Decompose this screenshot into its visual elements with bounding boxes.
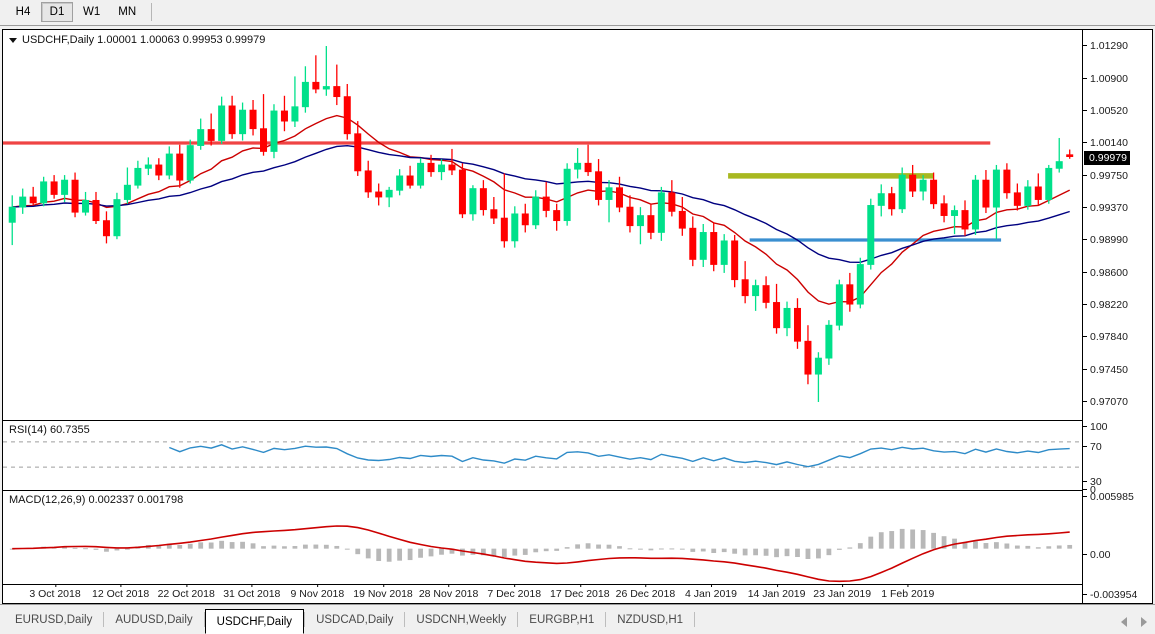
date-axis-tick: 17 Dec 2018	[550, 584, 610, 600]
chart-window[interactable]: USDCHF,Daily 1.00001 1.00063 0.99953 0.9…	[2, 29, 1153, 604]
tab-separator	[203, 612, 205, 627]
date-axis-tick: 31 Oct 2018	[223, 584, 281, 600]
price-axis[interactable]: 1.01290 1.00900 1.00520 1.00140 0.99750 0.993…	[1082, 30, 1152, 603]
toolbar-separator	[151, 3, 153, 21]
timeframe-button-mn[interactable]: MN	[118, 6, 137, 18]
date-axis-tick: 7 Dec 2018	[487, 584, 542, 600]
macd-axis-tick: -0.003954	[1083, 590, 1137, 600]
rsi-axis-tick: 30	[1083, 477, 1102, 487]
macd-axis-tick: 0.00	[1083, 550, 1110, 560]
macd-chart-canvas	[9, 525, 1073, 583]
tab-separator	[304, 612, 306, 627]
price-axis-tick: 0.97070	[1083, 397, 1128, 407]
date-axis-tick: 26 Dec 2018	[615, 584, 676, 600]
macd-axis-tick: 0.005985	[1083, 492, 1134, 502]
rsi-axis-tick: 100	[1083, 422, 1108, 432]
tab-separator	[694, 612, 696, 627]
chart-tab-usdcad[interactable]: USDCAD,Daily	[316, 613, 394, 626]
chart-tab-eurgbp[interactable]: EURGBP,H1	[529, 613, 595, 626]
price-axis-tick: 0.99750	[1083, 171, 1128, 181]
arrow-right-icon[interactable]	[1141, 617, 1147, 627]
chart-tab-eurusd[interactable]: EURUSD,Daily	[15, 613, 93, 626]
tab-navigation	[1121, 617, 1147, 627]
chart-tab-audusd[interactable]: AUDUSD,Daily	[115, 613, 193, 626]
price-pane[interactable]: USDCHF,Daily 1.00001 1.00063 0.99953 0.9…	[3, 30, 1082, 418]
rsi-chart-canvas	[3, 441, 1082, 468]
timeframe-button-d1[interactable]: D1	[41, 2, 73, 22]
price-axis-tick: 0.97840	[1083, 332, 1128, 342]
date-axis-tick: 1 Feb 2019	[881, 584, 935, 600]
price-axis-tick: 0.98600	[1083, 268, 1128, 278]
price-axis-tick: 1.00140	[1083, 138, 1128, 148]
date-axis-tick: 22 Oct 2018	[157, 584, 215, 600]
triangle-down-icon[interactable]	[9, 37, 17, 43]
date-axis-tick: 12 Oct 2018	[91, 584, 150, 600]
price-axis-tick: 1.01290	[1083, 41, 1128, 51]
tab-separator	[517, 612, 519, 627]
date-axis[interactable]: 3 Oct 2018 12 Oct 2018 22 Oct 2018 31 Oct 2…	[3, 584, 1082, 603]
price-chart-canvas	[3, 46, 1074, 402]
tab-separator	[404, 612, 406, 627]
price-axis-tick: 0.98220	[1083, 300, 1128, 310]
arrow-left-icon[interactable]	[1121, 617, 1127, 627]
price-axis-tick: 1.00520	[1083, 106, 1128, 116]
rsi-pane[interactable]: RSI(14) 60.7355	[3, 420, 1082, 488]
rsi-pane-header: RSI(14) 60.7355	[9, 424, 90, 436]
macd-pane-header: MACD(12,26,9) 0.002337 0.001798	[9, 494, 184, 506]
date-axis-tick: 19 Nov 2018	[353, 584, 413, 600]
chart-tab-usdchf[interactable]: USDCHF,Daily	[204, 609, 305, 634]
price-axis-tick: 0.97450	[1083, 365, 1128, 375]
chart-tab-nzdusd[interactable]: NZDUSD,H1	[617, 613, 684, 626]
tab-separator	[103, 612, 105, 627]
right-gutter	[1153, 26, 1155, 604]
date-axis-tick: 4 Jan 2019	[685, 584, 737, 600]
macd-pane[interactable]: MACD(12,26,9) 0.002337 0.001798	[3, 490, 1082, 584]
symbol-ohlc-text: USDCHF,Daily 1.00001 1.00063 0.99953 0.9…	[22, 34, 266, 46]
price-axis-tick: 0.99370	[1083, 203, 1128, 213]
current-price-badge: 0.99979	[1084, 150, 1130, 165]
rsi-axis-tick: 0	[1083, 485, 1096, 495]
timeframe-button-h4[interactable]: H4	[15, 6, 31, 18]
timeframe-button-w1[interactable]: W1	[83, 6, 101, 18]
timeframe-toolbar: H4 D1 W1 MN	[0, 0, 1155, 26]
price-axis-tick: 0.98990	[1083, 235, 1128, 245]
date-axis-tick: 9 Nov 2018	[290, 584, 345, 600]
price-pane-header: USDCHF,Daily 1.00001 1.00063 0.99953 0.9…	[9, 34, 265, 46]
date-axis-tick: 14 Jan 2019	[747, 584, 806, 600]
chart-tab-bar: EURUSD,Daily AUDUSD,Daily USDCHF,Daily USDC…	[0, 604, 1155, 634]
date-axis-tick: 28 Nov 2018	[418, 584, 479, 600]
date-axis-tick: 23 Jan 2019	[813, 584, 872, 600]
chart-tab-usdcnh[interactable]: USDCNH,Weekly	[416, 613, 507, 626]
tab-separator	[605, 612, 607, 627]
price-axis-tick: 1.00900	[1083, 74, 1128, 84]
date-axis-tick: 3 Oct 2018	[29, 584, 81, 600]
rsi-axis-tick: 70	[1083, 442, 1102, 452]
